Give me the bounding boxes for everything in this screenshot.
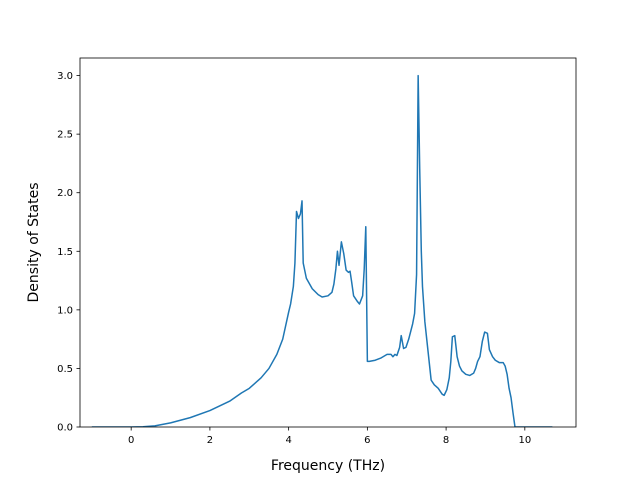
x-axis-ticks: 0 2 4 6 8 10 — [128, 427, 531, 446]
y-axis-ticks: 0.0 0.5 1.0 1.5 2.0 2.5 3.0 — [57, 71, 80, 434]
x-tick-label: 8 — [443, 435, 449, 446]
x-tick-label: 6 — [364, 435, 370, 446]
x-tick-label: 10 — [518, 435, 531, 446]
dos-series-line — [91, 74, 553, 427]
x-tick-label: 2 — [207, 435, 213, 446]
x-axis-label: Frequency (THz) — [271, 458, 385, 474]
y-axis-label: Density of States — [26, 183, 42, 303]
plot-area — [91, 74, 553, 427]
y-tick-label: 0.5 — [57, 364, 73, 375]
y-tick-label: 2.5 — [57, 130, 73, 141]
plot-frame — [79, 57, 577, 428]
y-tick-label: 0.0 — [57, 423, 73, 434]
y-tick-label: 1.0 — [57, 305, 73, 316]
y-tick-label: 3.0 — [57, 71, 73, 82]
y-tick-label: 2.0 — [57, 188, 73, 199]
x-tick-label: 4 — [285, 435, 291, 446]
x-tick-label: 0 — [128, 435, 134, 446]
y-tick-label: 1.5 — [57, 247, 73, 258]
